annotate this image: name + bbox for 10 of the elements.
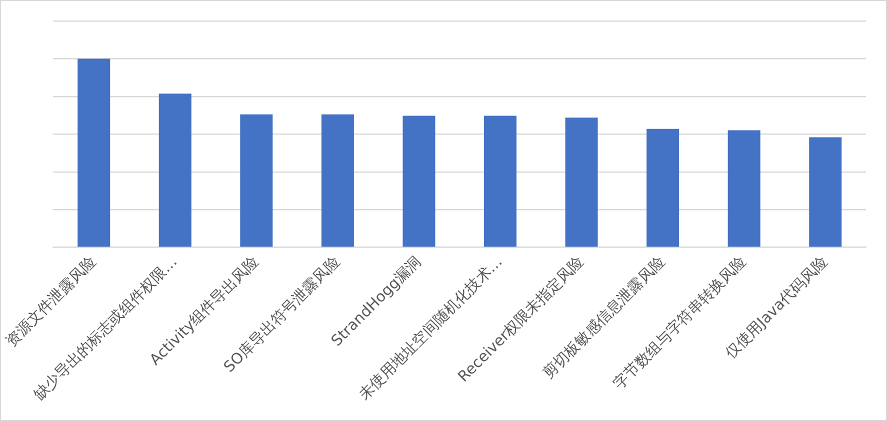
- bar: [158, 94, 192, 247]
- bar: [809, 137, 842, 247]
- bar: [565, 118, 598, 247]
- bar: [728, 130, 760, 247]
- bar: [402, 116, 436, 247]
- bar: [646, 128, 680, 247]
- bar: [240, 114, 273, 247]
- bar: [321, 114, 354, 247]
- bar: [484, 116, 516, 247]
- bar: [78, 58, 110, 247]
